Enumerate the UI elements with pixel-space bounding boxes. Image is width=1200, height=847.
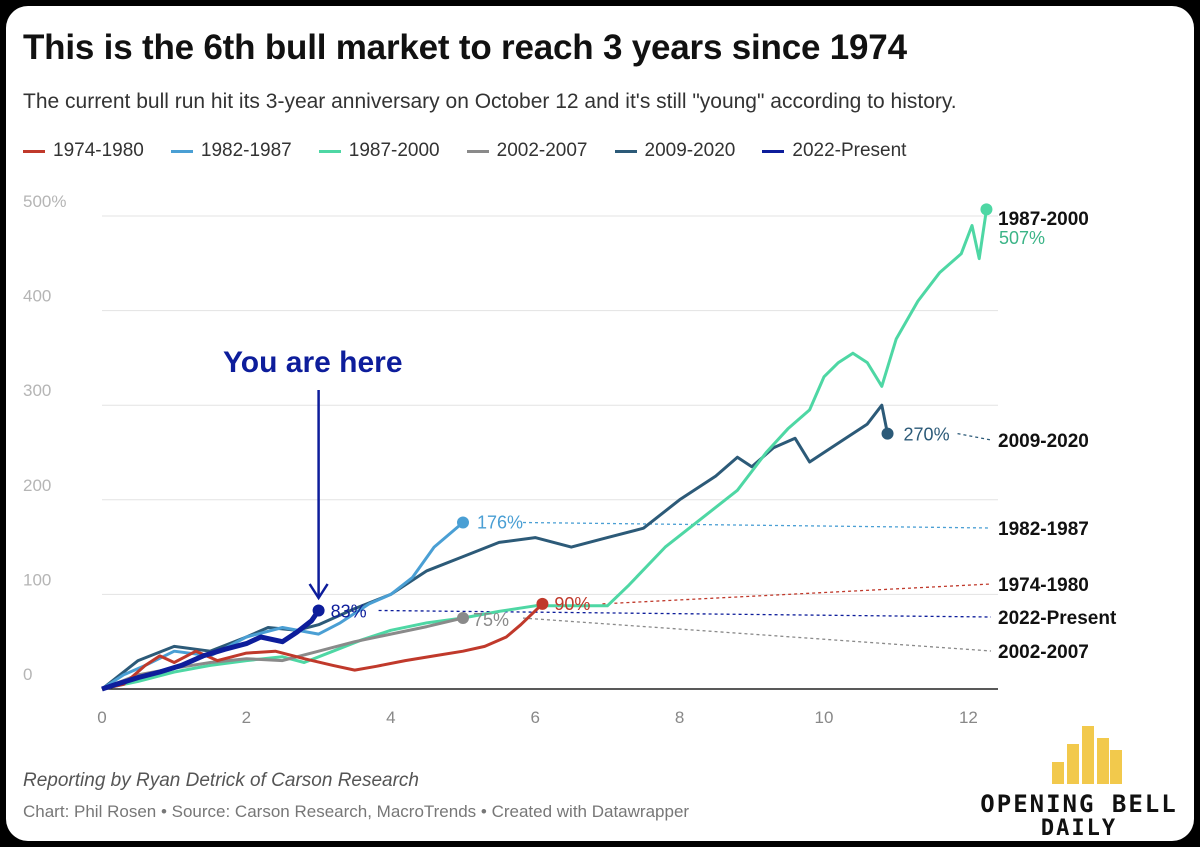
brand-logo: OPENING BELL DAILY: [974, 722, 1184, 841]
series-line: [101, 521, 464, 691]
series-end-value-label: 270%: [904, 425, 950, 445]
x-tick-label: 12: [959, 708, 978, 727]
projection-line: [378, 609, 992, 618]
y-tick-label: 400: [23, 287, 51, 306]
series-end-point: [457, 612, 469, 625]
projection-line: [957, 432, 992, 441]
series-end-point: [536, 597, 549, 610]
series-end-point: [881, 427, 894, 440]
chart-legend: 1974-1980 1982-1987 1987-2000 2002-2007 2009…: [23, 140, 933, 162]
logo-text-line1: OPENING BELL: [980, 790, 1178, 818]
legend-swatch: [466, 149, 489, 153]
annotation-label: You are here: [223, 346, 403, 379]
series-end-point: [980, 203, 993, 216]
series-end-value-label: 176%: [477, 513, 523, 533]
legend-label: 1982-1987: [200, 140, 292, 161]
legend-swatch: [762, 149, 785, 153]
series-end-value-label: 83%: [331, 601, 367, 621]
series-right-label: 2002-2007: [998, 642, 1089, 663]
series-end-point: [312, 604, 325, 617]
legend-item: 2002-2007: [466, 140, 588, 162]
series-line: [101, 209, 988, 691]
annotation-arrow-head: [308, 583, 329, 601]
x-tick-label: 2: [242, 708, 251, 727]
legend-label: 2009-2020: [644, 140, 736, 161]
y-tick-label: 200: [23, 476, 51, 495]
legend-swatch: [170, 149, 193, 153]
chart-card: This is the 6th bull market to reach 3 y…: [6, 6, 1194, 841]
series-line: [101, 602, 544, 691]
y-tick-label: 500%: [23, 192, 66, 211]
legend-item: 2022-Present: [762, 140, 906, 162]
y-tick-label: 0: [23, 665, 32, 684]
projection-line: [522, 617, 992, 652]
chart-subtitle: The current bull run hit its 3-year anni…: [23, 90, 957, 113]
series-right-label: 1982-1987: [998, 519, 1089, 540]
legend-item: 1987-2000: [318, 140, 440, 162]
projection-line: [522, 521, 992, 529]
series-end-value-label: 507%: [999, 228, 1045, 248]
series-right-label: 1987-2000: [998, 209, 1089, 230]
legend-item: 2009-2020: [614, 140, 736, 162]
legend-swatch: [318, 149, 341, 153]
series-right-label: 2009-2020: [998, 431, 1089, 452]
series-right-label: 2022-Present: [998, 608, 1117, 629]
series-end-value-label: 75%: [473, 610, 509, 630]
x-tick-label: 8: [675, 708, 684, 727]
x-tick-label: 10: [815, 708, 834, 727]
bar-chart-logo-icon: [1052, 726, 1122, 784]
legend-label: 1974-1980: [53, 140, 144, 161]
projection-line: [602, 583, 992, 605]
series-line: [101, 609, 321, 692]
series-end-value-label: 90%: [554, 594, 590, 614]
logo-text-line2: DAILY: [1040, 816, 1118, 841]
y-tick-label: 300: [23, 381, 51, 400]
x-tick-label: 0: [97, 708, 106, 727]
legend-label: 1987-2000: [348, 140, 440, 161]
legend-item: 1982-1987: [170, 140, 292, 162]
series-line: [101, 403, 889, 691]
legend-item: 1974-1980: [23, 140, 144, 162]
legend-label: 2022-Present: [792, 140, 907, 161]
x-tick-label: 4: [386, 708, 395, 727]
source-line: Chart: Phil Rosen • Source: Carson Resea…: [23, 802, 690, 821]
x-tick-label: 6: [530, 708, 539, 727]
legend-swatch: [23, 149, 45, 153]
line-chart: 0 100 200 300 400 500% 0 2 4 6 8 10 12 90% 1974-1980 17…: [23, 192, 1117, 727]
legend-swatch: [614, 149, 637, 153]
legend-label: 2002-2007: [496, 140, 588, 161]
series-end-point: [457, 516, 469, 529]
y-tick-label: 100: [23, 570, 51, 589]
series-right-label: 1974-1980: [998, 575, 1089, 596]
credit-line: Reporting by Ryan Detrick of Carson Rese…: [23, 770, 420, 791]
chart-title: This is the 6th bull market to reach 3 y…: [23, 28, 907, 67]
